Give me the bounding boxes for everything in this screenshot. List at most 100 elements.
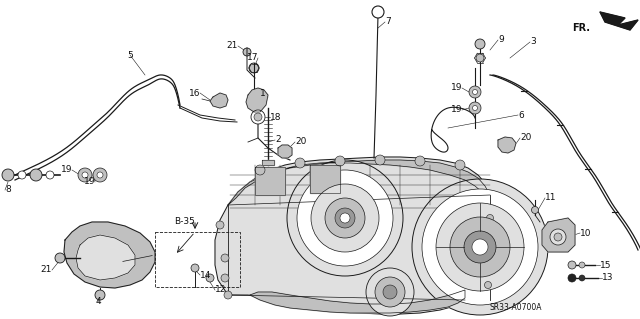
Text: 19: 19 (451, 84, 462, 93)
Circle shape (579, 262, 585, 268)
Text: 6: 6 (518, 110, 524, 120)
Text: 16: 16 (189, 88, 200, 98)
Polygon shape (255, 167, 285, 195)
Text: FR.: FR. (572, 23, 590, 33)
Text: 2: 2 (275, 136, 280, 145)
Circle shape (97, 172, 103, 178)
Text: B-35: B-35 (175, 218, 195, 226)
Circle shape (93, 168, 107, 182)
Circle shape (221, 254, 229, 262)
Circle shape (297, 170, 393, 266)
Text: 1: 1 (260, 88, 266, 98)
Text: 19: 19 (83, 177, 95, 187)
Circle shape (366, 268, 414, 316)
Circle shape (55, 253, 65, 263)
Text: 4: 4 (95, 298, 101, 307)
Polygon shape (262, 160, 274, 165)
Circle shape (221, 274, 229, 282)
Circle shape (255, 165, 265, 175)
Circle shape (224, 291, 232, 299)
Circle shape (475, 39, 485, 49)
Text: 20: 20 (520, 133, 531, 143)
Circle shape (455, 160, 465, 170)
Circle shape (579, 275, 585, 281)
Circle shape (412, 179, 548, 315)
Text: 19: 19 (61, 166, 72, 174)
Polygon shape (210, 93, 228, 108)
Circle shape (335, 208, 355, 228)
Text: 13: 13 (602, 273, 614, 283)
Text: 15: 15 (600, 261, 611, 270)
Text: 17: 17 (246, 54, 258, 63)
Circle shape (486, 214, 493, 221)
Text: SR33-A0700A: SR33-A0700A (490, 303, 543, 313)
Circle shape (372, 6, 384, 18)
Text: 3: 3 (530, 38, 536, 47)
Circle shape (249, 63, 259, 73)
Circle shape (472, 239, 488, 255)
Text: 18: 18 (270, 113, 282, 122)
Text: 21: 21 (40, 265, 52, 275)
Circle shape (46, 171, 54, 179)
Circle shape (422, 189, 538, 305)
Text: 10: 10 (580, 228, 591, 238)
Polygon shape (228, 160, 492, 207)
Circle shape (464, 231, 496, 263)
Circle shape (415, 156, 425, 166)
Polygon shape (76, 235, 135, 280)
Circle shape (472, 90, 477, 94)
Circle shape (30, 169, 42, 181)
Circle shape (243, 48, 251, 56)
Circle shape (469, 86, 481, 98)
Text: 5: 5 (127, 50, 133, 60)
Circle shape (375, 277, 405, 307)
Circle shape (486, 262, 493, 269)
Circle shape (325, 198, 365, 238)
Circle shape (554, 233, 562, 241)
Circle shape (95, 290, 105, 300)
Circle shape (251, 110, 265, 124)
Circle shape (287, 160, 403, 276)
Text: 9: 9 (498, 35, 504, 44)
Polygon shape (600, 12, 638, 30)
Text: 7: 7 (385, 18, 391, 26)
Bar (155, 232, 240, 287)
Circle shape (206, 274, 214, 282)
Circle shape (568, 261, 576, 269)
Polygon shape (542, 218, 575, 252)
Polygon shape (246, 88, 268, 112)
Polygon shape (250, 290, 465, 313)
Circle shape (311, 184, 379, 252)
Circle shape (375, 155, 385, 165)
Text: 12: 12 (215, 286, 227, 294)
Polygon shape (64, 222, 155, 288)
Circle shape (383, 285, 397, 299)
Circle shape (472, 106, 477, 110)
Text: 19: 19 (451, 106, 462, 115)
Circle shape (191, 264, 199, 272)
Circle shape (216, 221, 224, 229)
Polygon shape (215, 157, 492, 314)
Circle shape (340, 213, 350, 223)
Circle shape (486, 236, 493, 243)
Circle shape (295, 158, 305, 168)
Text: 8: 8 (5, 186, 11, 195)
Circle shape (78, 168, 92, 182)
Text: 20: 20 (295, 137, 307, 146)
Text: 14: 14 (200, 271, 211, 279)
Text: 11: 11 (545, 194, 557, 203)
Polygon shape (278, 145, 292, 158)
Circle shape (335, 156, 345, 166)
Circle shape (254, 113, 262, 121)
Circle shape (568, 274, 576, 282)
Circle shape (531, 206, 538, 213)
Circle shape (550, 229, 566, 245)
Circle shape (476, 54, 484, 62)
Polygon shape (498, 137, 516, 153)
Circle shape (484, 281, 492, 288)
Circle shape (2, 169, 14, 181)
Circle shape (469, 102, 481, 114)
Circle shape (82, 172, 88, 178)
Circle shape (450, 217, 510, 277)
Polygon shape (310, 165, 340, 193)
